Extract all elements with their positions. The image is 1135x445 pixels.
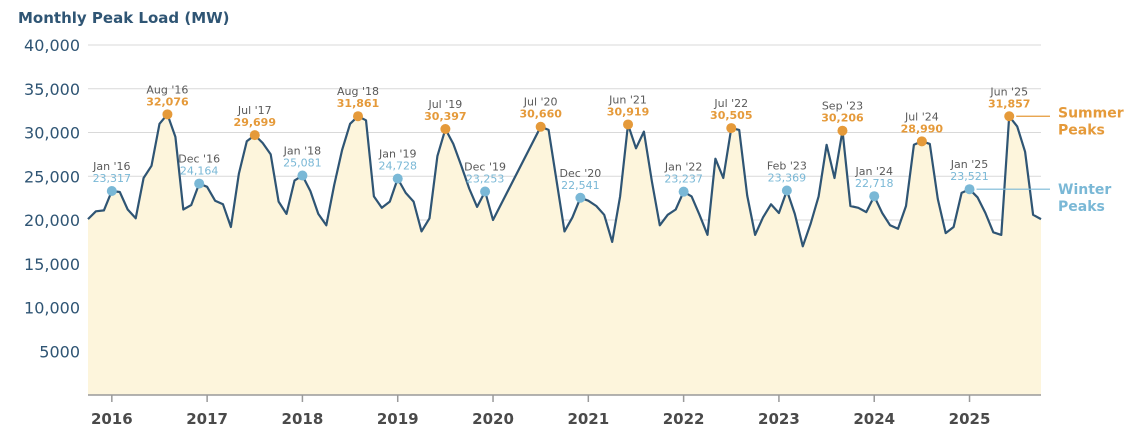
winter-peak-date-label: Dec '20	[559, 167, 601, 180]
winter-peak-value-label: 25,081	[283, 157, 322, 170]
summer-peak-value-label: 32,076	[146, 95, 189, 108]
winter-peak-date-label: Jan '24	[854, 165, 892, 178]
winter-peak-date-label: Jan '16	[92, 160, 130, 173]
load-area	[88, 114, 1041, 396]
summer-peak-point	[535, 121, 546, 132]
x-tick-label: 2019	[377, 410, 419, 428]
summer-peak-value-label: 29,699	[234, 116, 276, 129]
x-tick-label: 2018	[282, 410, 324, 428]
summer-peak-date-label: Jul '24	[904, 110, 939, 123]
winter-peak-date-label: Jan '19	[378, 148, 416, 161]
legend-winter: Winter Peaks	[1058, 182, 1116, 215]
summer-peak-point	[162, 109, 173, 120]
chart-title: Monthly Peak Load (MW)	[18, 9, 230, 27]
legend-summer: Summer Peaks	[1058, 105, 1129, 138]
winter-peak-point	[781, 185, 792, 196]
summer-peak-date-label: Aug '18	[337, 85, 379, 98]
winter-peak-date-label: Jan '22	[664, 161, 702, 174]
x-tick-label: 2020	[472, 410, 514, 428]
winter-peak-date-label: Jan '18	[283, 145, 321, 158]
x-tick-label: 2024	[853, 410, 895, 428]
x-tick-label: 2016	[91, 410, 133, 428]
x-tick-label: 2023	[758, 410, 800, 428]
summer-peak-value-label: 30,505	[710, 109, 752, 122]
x-axis-ticks: 2016 2017 2018 2019 2020 2021 2022 2023 2024 2025	[91, 395, 990, 428]
summer-peak-value-label: 30,397	[424, 110, 466, 123]
summer-peak-date-label: Jun '25	[989, 85, 1028, 98]
winter-peak-value-label: 23,237	[664, 173, 703, 186]
winter-peak-value-label: 24,164	[180, 165, 219, 178]
winter-peak-date-label: Feb '23	[767, 160, 807, 173]
summer-peak-value-label: 31,861	[337, 97, 379, 110]
x-tick-label: 2022	[663, 410, 705, 428]
winter-peak-point	[678, 186, 689, 197]
load-line	[87, 113, 1042, 248]
summer-peak-value-label: 30,206	[821, 112, 864, 125]
legend-summer-line2: Peaks	[1058, 122, 1105, 138]
summer-peak-date-label: Jul '20	[523, 96, 558, 109]
y-tick-label: 25,000	[24, 167, 80, 186]
summer-peak-value-label: 31,857	[988, 97, 1030, 110]
summer-peak-point	[249, 130, 260, 141]
x-tick-label: 2017	[186, 410, 228, 428]
y-tick-label: 20,000	[24, 211, 80, 230]
winter-peak-point	[392, 173, 403, 184]
y-tick-label: 5000	[39, 342, 80, 361]
summer-peak-point	[440, 124, 451, 135]
winter-peak-point	[480, 186, 491, 197]
y-tick-label: 10,000	[24, 299, 80, 318]
winter-peak-value-label: 24,728	[378, 160, 417, 173]
y-tick-label: 40,000	[24, 36, 80, 55]
winter-peak-date-label: Dec '16	[178, 153, 220, 166]
summer-peak-point	[726, 123, 737, 134]
winter-peak-point	[869, 191, 880, 202]
legend-winter-line1: Winter	[1058, 182, 1111, 198]
y-axis-ticks: 5000 10,000 15,000 20,000 25,000 30,000 35,000…	[24, 36, 80, 361]
summer-peak-point	[623, 119, 634, 130]
winter-peak-point	[575, 192, 586, 203]
summer-peak-point	[916, 136, 927, 147]
summer-peak-date-label: Sep '23	[822, 100, 863, 113]
winter-peak-value-label: 23,369	[768, 172, 807, 185]
winter-peak-value-label: 22,541	[561, 179, 600, 192]
summer-peak-point	[1004, 111, 1015, 122]
summer-peak-date-label: Jul '19	[427, 98, 462, 111]
y-tick-label: 30,000	[24, 124, 80, 143]
summer-peak-date-label: Jul '22	[713, 97, 748, 110]
summer-peak-point	[837, 125, 848, 136]
summer-peak-date-label: Jul '17	[237, 104, 272, 117]
summer-peak-date-label: Aug '16	[146, 83, 188, 96]
summer-peak-value-label: 28,990	[901, 122, 944, 135]
winter-peak-point	[964, 184, 975, 195]
summer-peak-value-label: 30,660	[519, 108, 562, 121]
x-tick-label: 2021	[567, 410, 609, 428]
legend-summer-line1: Summer	[1058, 105, 1124, 121]
winter-peak-point	[297, 170, 308, 181]
winter-peak-value-label: 22,718	[855, 177, 894, 190]
winter-peak-date-label: Jan '25	[950, 158, 988, 171]
y-tick-label: 35,000	[24, 80, 80, 99]
winter-peak-value-label: 23,521	[950, 170, 989, 183]
summer-peak-point	[353, 111, 364, 122]
x-tick-label: 2025	[949, 410, 991, 428]
legend-winter-line2: Peaks	[1058, 199, 1105, 215]
winter-peak-value-label: 23,317	[93, 172, 132, 185]
legend: Summer Peaks Winter Peaks	[976, 105, 1129, 215]
winter-peak-value-label: 23,253	[466, 173, 505, 186]
y-tick-label: 15,000	[24, 255, 80, 274]
summer-peak-date-label: Jun '21	[608, 93, 647, 106]
winter-peak-date-label: Dec '19	[464, 161, 506, 174]
winter-peak-point	[194, 178, 205, 189]
winter-peak-point	[106, 185, 117, 196]
summer-peak-value-label: 30,919	[607, 105, 649, 118]
